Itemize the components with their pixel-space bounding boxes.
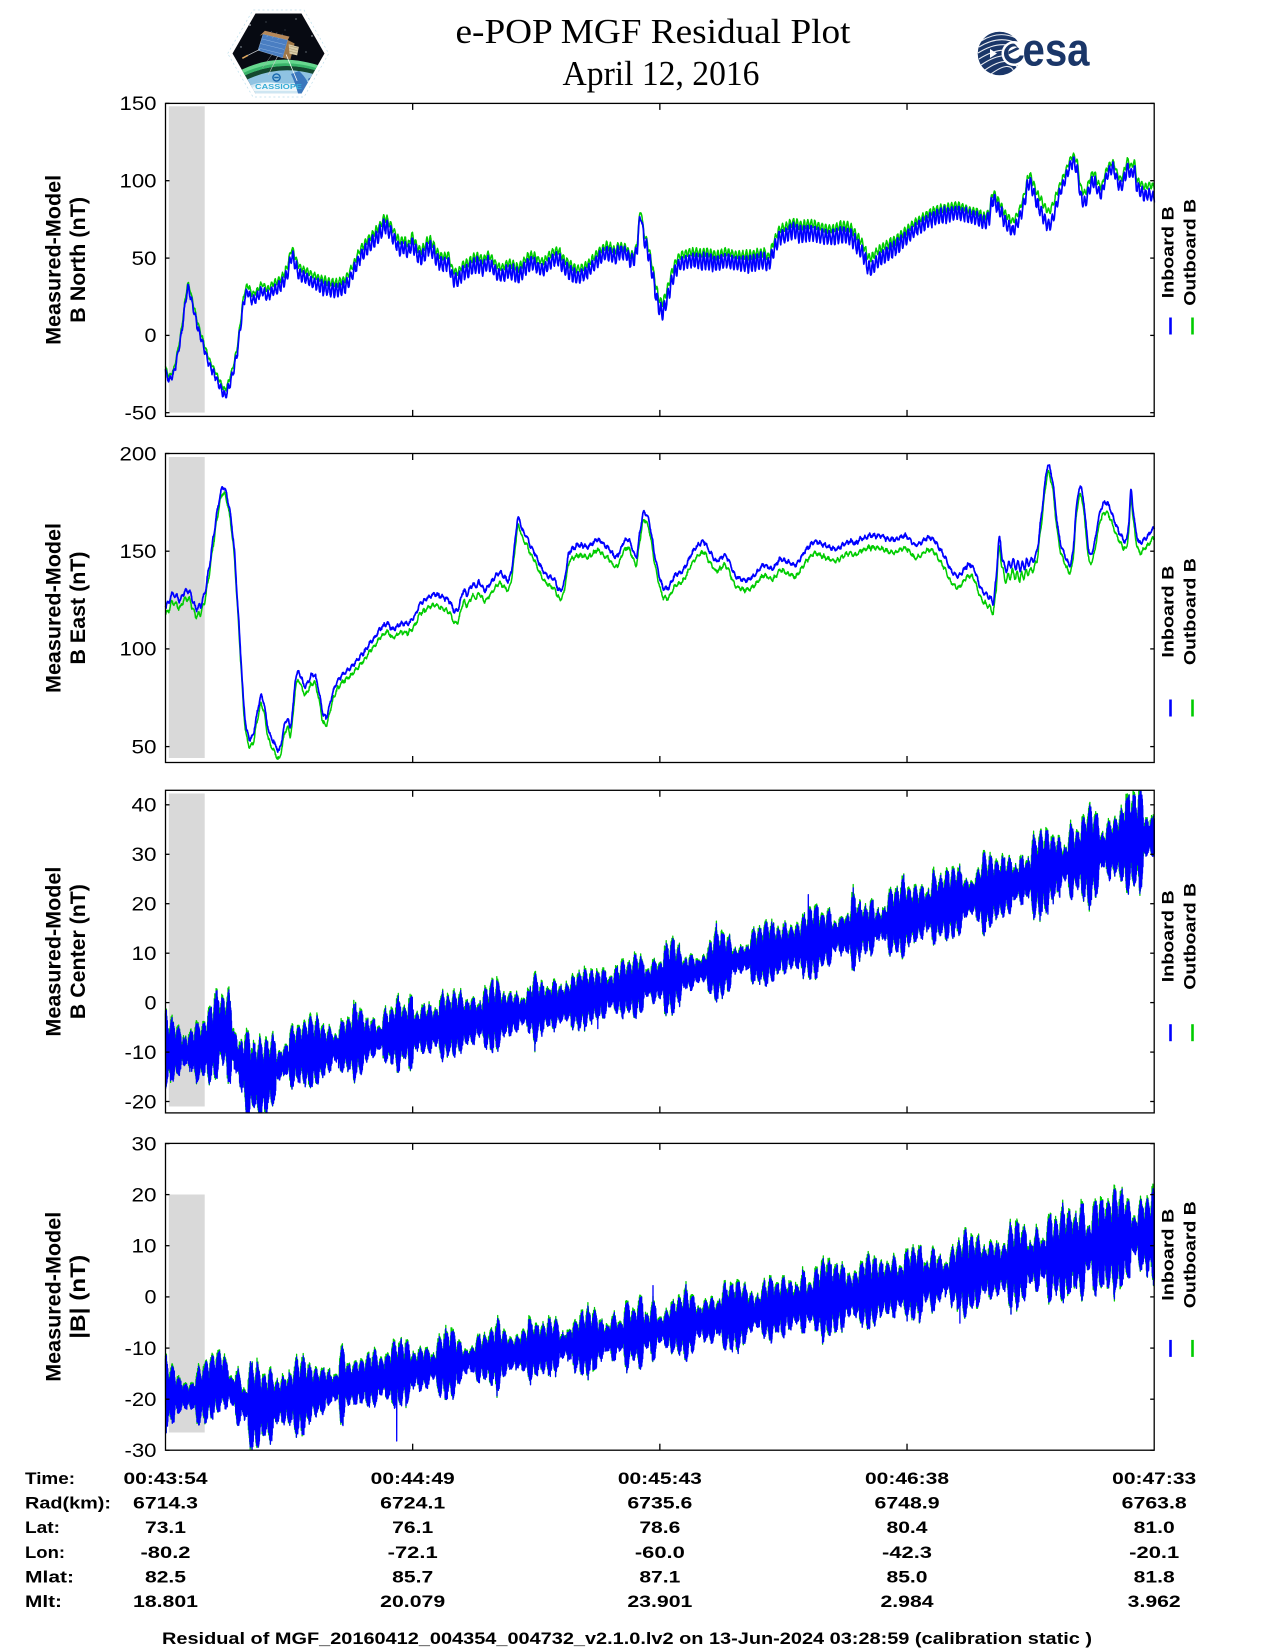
svg-text:6724.1: 6724.1 (380, 1494, 445, 1513)
svg-text:-10: -10 (125, 1042, 157, 1064)
svg-text:81.0: 81.0 (1134, 1518, 1175, 1537)
svg-text:00:46:38: 00:46:38 (865, 1469, 949, 1488)
svg-text:0: 0 (145, 325, 157, 347)
svg-text:82.5: 82.5 (145, 1567, 186, 1586)
svg-text:6748.9: 6748.9 (875, 1494, 940, 1513)
svg-text:73.1: 73.1 (145, 1518, 186, 1537)
svg-text:80.4: 80.4 (887, 1518, 929, 1537)
svg-text:-20.1: -20.1 (1129, 1543, 1179, 1562)
svg-text:40: 40 (132, 795, 157, 817)
svg-text:18.801: 18.801 (133, 1592, 198, 1611)
svg-text:00:45:43: 00:45:43 (618, 1469, 702, 1488)
svg-text:23.901: 23.901 (627, 1592, 692, 1611)
svg-text:150: 150 (120, 541, 157, 563)
svg-text:Inboard B: Inboard B (1160, 566, 1178, 658)
svg-text:Outboard B: Outboard B (1182, 199, 1200, 306)
svg-text:00:44:49: 00:44:49 (371, 1469, 455, 1488)
svg-text:-30: -30 (125, 1440, 157, 1462)
svg-text:Mlt:: Mlt: (25, 1592, 62, 1611)
svg-text:100: 100 (120, 639, 157, 661)
svg-text:Inboard B: Inboard B (1160, 206, 1178, 298)
svg-text:50: 50 (132, 248, 157, 270)
svg-text:85.0: 85.0 (887, 1567, 928, 1586)
svg-text:0: 0 (145, 1287, 157, 1309)
svg-text:Time:: Time: (25, 1469, 75, 1488)
svg-text:6714.3: 6714.3 (133, 1494, 198, 1513)
svg-text:6763.8: 6763.8 (1122, 1494, 1187, 1513)
svg-text:e-POP MGF Residual Plot: e-POP MGF Residual Plot (456, 12, 851, 51)
svg-text:Outboard B: Outboard B (1182, 1201, 1200, 1308)
svg-text:150: 150 (120, 93, 157, 115)
svg-text:-50: -50 (125, 403, 157, 425)
svg-text:-60.0: -60.0 (635, 1543, 685, 1562)
svg-text:6735.6: 6735.6 (627, 1494, 692, 1513)
svg-text:10: 10 (132, 1236, 157, 1258)
svg-text:Lon:: Lon: (25, 1543, 65, 1562)
svg-text:-20: -20 (125, 1091, 157, 1113)
svg-text:100: 100 (120, 171, 157, 193)
svg-text:Measured-Model: Measured-Model (43, 523, 66, 693)
svg-text:Residual of MGF_20160412_00435: Residual of MGF_20160412_004354_004732_v… (162, 1629, 1092, 1648)
svg-text:B Center (nT): B Center (nT) (67, 884, 90, 1019)
svg-text:|B| (nT): |B| (nT) (67, 1255, 90, 1339)
svg-text:-72.1: -72.1 (388, 1543, 438, 1562)
svg-text:78.6: 78.6 (639, 1518, 680, 1537)
svg-text:81.8: 81.8 (1134, 1567, 1175, 1586)
svg-text:00:47:33: 00:47:33 (1112, 1469, 1196, 1488)
svg-text:87.1: 87.1 (639, 1567, 680, 1586)
svg-text:April 12, 2016: April 12, 2016 (563, 54, 760, 93)
svg-text:Lat:: Lat: (25, 1518, 60, 1537)
svg-text:20: 20 (132, 894, 157, 916)
svg-text:Inboard B: Inboard B (1160, 890, 1178, 982)
svg-text:3.962: 3.962 (1128, 1592, 1181, 1611)
svg-text:B East (nT): B East (nT) (67, 552, 90, 665)
svg-text:B North (nT): B North (nT) (67, 197, 90, 323)
svg-text:200: 200 (120, 443, 157, 465)
svg-text:Outboard B: Outboard B (1182, 883, 1200, 990)
svg-text:00:43:54: 00:43:54 (124, 1469, 209, 1488)
svg-text:20.079: 20.079 (380, 1592, 445, 1611)
svg-text:-10: -10 (125, 1338, 157, 1360)
svg-text:2.984: 2.984 (881, 1592, 935, 1611)
svg-text:-20: -20 (125, 1389, 157, 1411)
svg-text:Rad(km):: Rad(km): (25, 1494, 111, 1513)
svg-text:CASSIOPE: CASSIOPE (255, 82, 302, 91)
svg-text:Outboard B: Outboard B (1182, 558, 1200, 665)
svg-text:30: 30 (132, 1133, 157, 1155)
svg-text:Measured-Model: Measured-Model (43, 175, 66, 345)
svg-text:Mlat:: Mlat: (25, 1567, 74, 1586)
svg-text:85.7: 85.7 (392, 1567, 433, 1586)
svg-text:76.1: 76.1 (392, 1518, 433, 1537)
svg-text:Measured-Model: Measured-Model (43, 867, 66, 1037)
svg-text:10: 10 (132, 943, 157, 965)
svg-text:Measured-Model: Measured-Model (43, 1212, 66, 1382)
svg-text:esa: esa (1023, 24, 1090, 76)
svg-text:-42.3: -42.3 (882, 1543, 932, 1562)
svg-text:0: 0 (145, 992, 157, 1014)
svg-text:30: 30 (132, 844, 157, 866)
svg-text:50: 50 (132, 736, 157, 758)
svg-text:Inboard B: Inboard B (1160, 1209, 1178, 1301)
svg-text:20: 20 (132, 1184, 157, 1206)
svg-text:-80.2: -80.2 (141, 1543, 191, 1562)
